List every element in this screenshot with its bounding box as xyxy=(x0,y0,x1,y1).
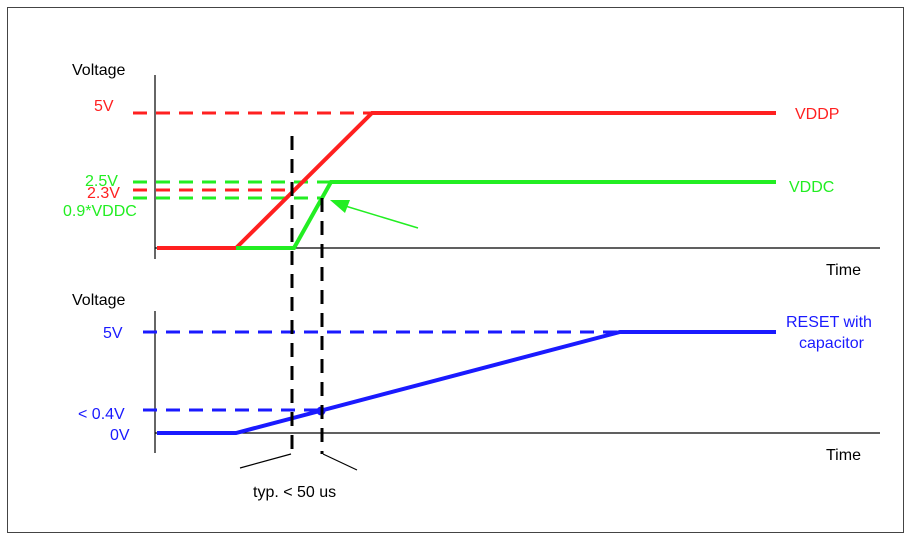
reset-curve xyxy=(157,330,776,435)
vddc-series-label: VDDC xyxy=(789,179,834,196)
reset-low-label: < 0.4V xyxy=(78,406,125,423)
vddp-2-3v-label: 2.3V xyxy=(87,185,120,202)
lower-x-axis-label: Time xyxy=(826,447,861,464)
vddc-threshold-arrowhead xyxy=(330,200,350,213)
reset-series-label-line2: capacitor xyxy=(799,335,865,352)
reset-series-label-line1: RESET with xyxy=(786,314,872,331)
vddc-0-9-label: 0.9*VDDC xyxy=(63,203,137,220)
timing-leader-right xyxy=(322,453,358,471)
upper-x-axis-label: Time xyxy=(826,262,861,279)
zero-label: 0V xyxy=(110,427,130,444)
vddc-curve xyxy=(236,180,776,250)
vddp-curve xyxy=(157,111,776,250)
reset-5v-label: 5V xyxy=(103,325,123,342)
lower-y-axis-label: Voltage xyxy=(72,292,125,309)
diagram-frame xyxy=(7,7,904,533)
vddc-2-5v-label: 2.5V xyxy=(85,173,118,190)
vddc-threshold-arrow xyxy=(341,204,419,229)
vddp-series-label: VDDP xyxy=(795,106,839,123)
timing-annotation: typ. < 50 us xyxy=(253,484,336,501)
upper-y-axis-label: Voltage xyxy=(72,62,125,79)
vddp-5v-label: 5V xyxy=(94,98,114,115)
timing-leader-left xyxy=(239,453,292,469)
